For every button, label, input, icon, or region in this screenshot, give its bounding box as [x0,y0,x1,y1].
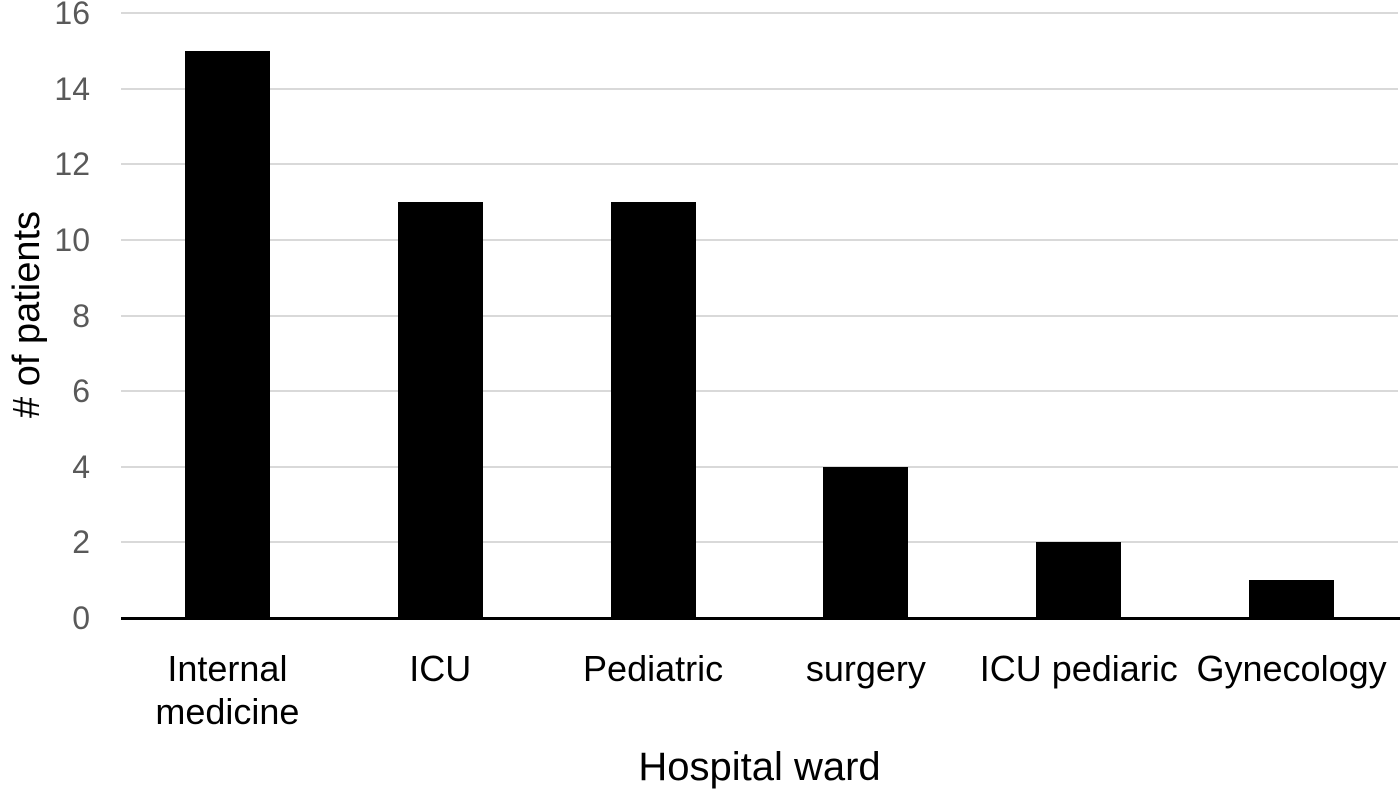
gridline-y-14 [121,87,1398,90]
y-tick-label-0: 0 [72,600,90,636]
bar-gynecology [1249,580,1335,618]
gridline-y-16 [121,12,1398,14]
gridline-y-2 [121,541,1398,544]
y-tick-label-4: 4 [72,448,90,485]
gridline-y-8 [121,314,1398,317]
gridline-y-6 [121,390,1398,393]
gridline-y-12 [121,163,1398,166]
y-tick-label-6: 6 [72,373,90,410]
y-tick-label-2: 2 [72,524,90,561]
bar-pediatric [610,202,696,618]
x-category-label-internal-medicine: Internal medicine [155,648,300,732]
y-tick-label-10: 10 [54,221,90,258]
bar-icu-pediaric [1036,542,1122,618]
y-tick-label-8: 8 [72,297,90,334]
x-axis-title: Hospital ward [638,745,881,789]
bar-surgery [823,466,909,618]
x-category-label-pediatric: Pediatric [583,648,724,689]
x-axis-line [121,617,1400,620]
gridline-y-4 [121,465,1398,468]
y-tick-label-14: 14 [54,70,90,107]
y-tick-label-16: 16 [54,0,90,31]
bar-icu [397,202,483,618]
x-category-label-icu-pediaric: ICU pediaric [979,648,1178,689]
gridline-y-10 [121,238,1398,241]
x-category-label-surgery: surgery [805,648,926,689]
plot-area [121,12,1398,618]
x-category-label-icu: ICU [409,648,472,689]
x-category-label-gynecology: Gynecology [1196,648,1387,689]
y-tick-label-12: 12 [54,146,90,183]
bar-internal-medicine [184,50,270,618]
